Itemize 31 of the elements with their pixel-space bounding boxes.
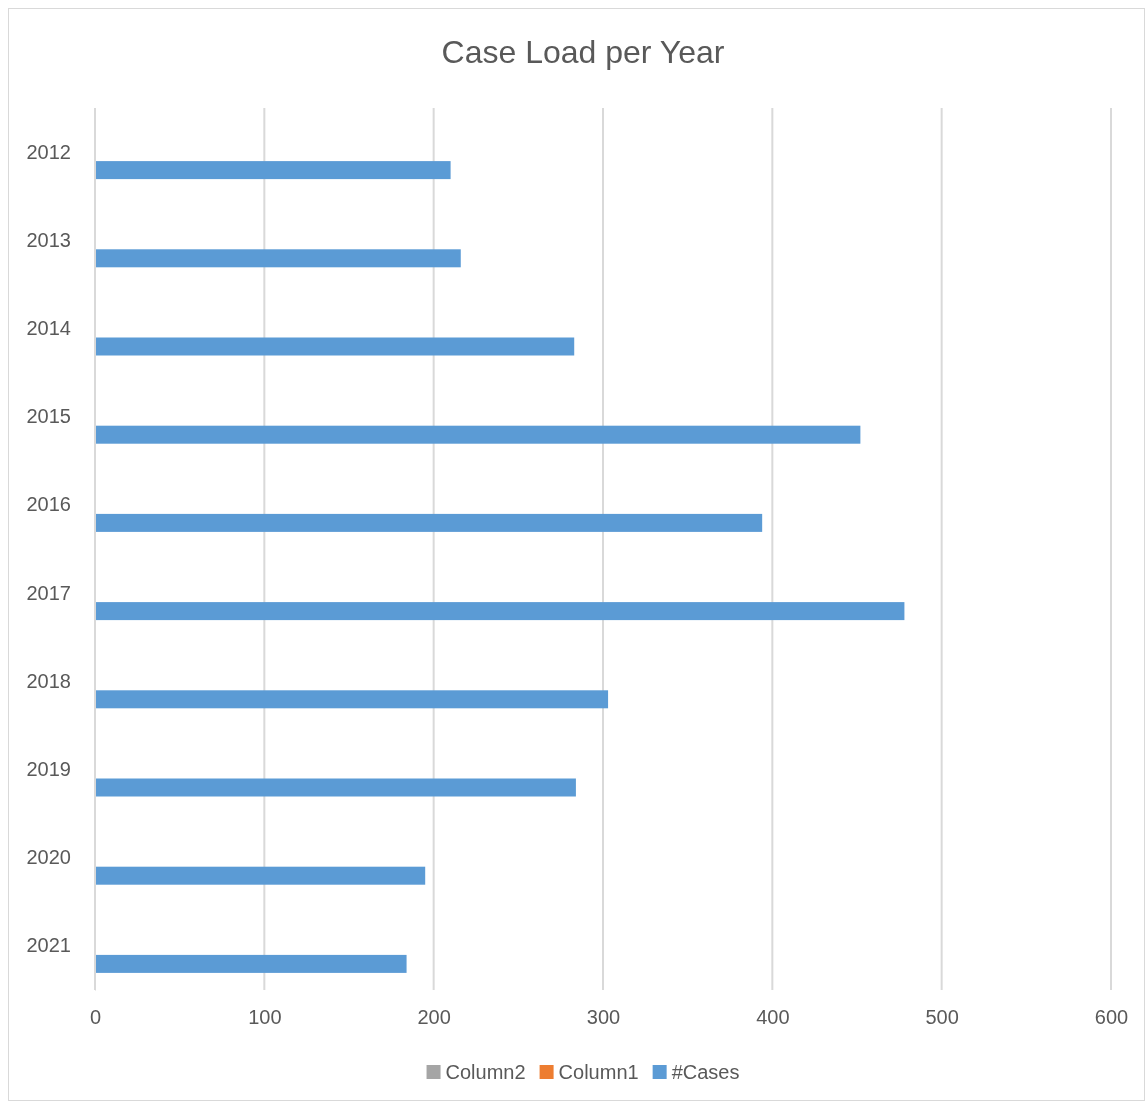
legend-label: Column1 xyxy=(558,1061,639,1083)
x-tick-label: 600 xyxy=(1094,1006,1129,1029)
bar xyxy=(95,954,407,973)
y-tick-label: 2017 xyxy=(26,581,71,604)
y-tick-label: 2016 xyxy=(26,493,71,516)
bar xyxy=(95,425,861,444)
y-tick-label: 2013 xyxy=(26,228,71,251)
legend-label: #Cases xyxy=(671,1061,740,1083)
x-tick-label: 500 xyxy=(925,1006,959,1029)
x-tick-label: 0 xyxy=(89,1006,102,1029)
y-tick-label: 2021 xyxy=(26,934,71,957)
y-tick-label: 2014 xyxy=(26,316,71,339)
x-tick-label: 300 xyxy=(586,1006,621,1029)
chart-title: Case Load per Year xyxy=(441,34,725,70)
x-tick-label: 200 xyxy=(417,1006,451,1029)
x-tick-label: 100 xyxy=(248,1006,282,1029)
bar xyxy=(95,602,905,621)
bar xyxy=(95,513,763,532)
y-tick-label: 2020 xyxy=(26,846,71,869)
bar xyxy=(95,778,576,797)
bar xyxy=(95,337,575,356)
y-tick-label: 2018 xyxy=(26,669,71,692)
bar xyxy=(95,249,461,268)
legend-label: Column2 xyxy=(445,1061,526,1083)
y-tick-label: 2019 xyxy=(26,757,71,780)
bar xyxy=(95,161,451,180)
x-tick-label: 400 xyxy=(756,1006,790,1029)
y-tick-label: 2012 xyxy=(26,140,71,163)
y-tick-label: 2015 xyxy=(26,405,71,428)
bar xyxy=(95,866,426,885)
bar xyxy=(95,690,609,709)
